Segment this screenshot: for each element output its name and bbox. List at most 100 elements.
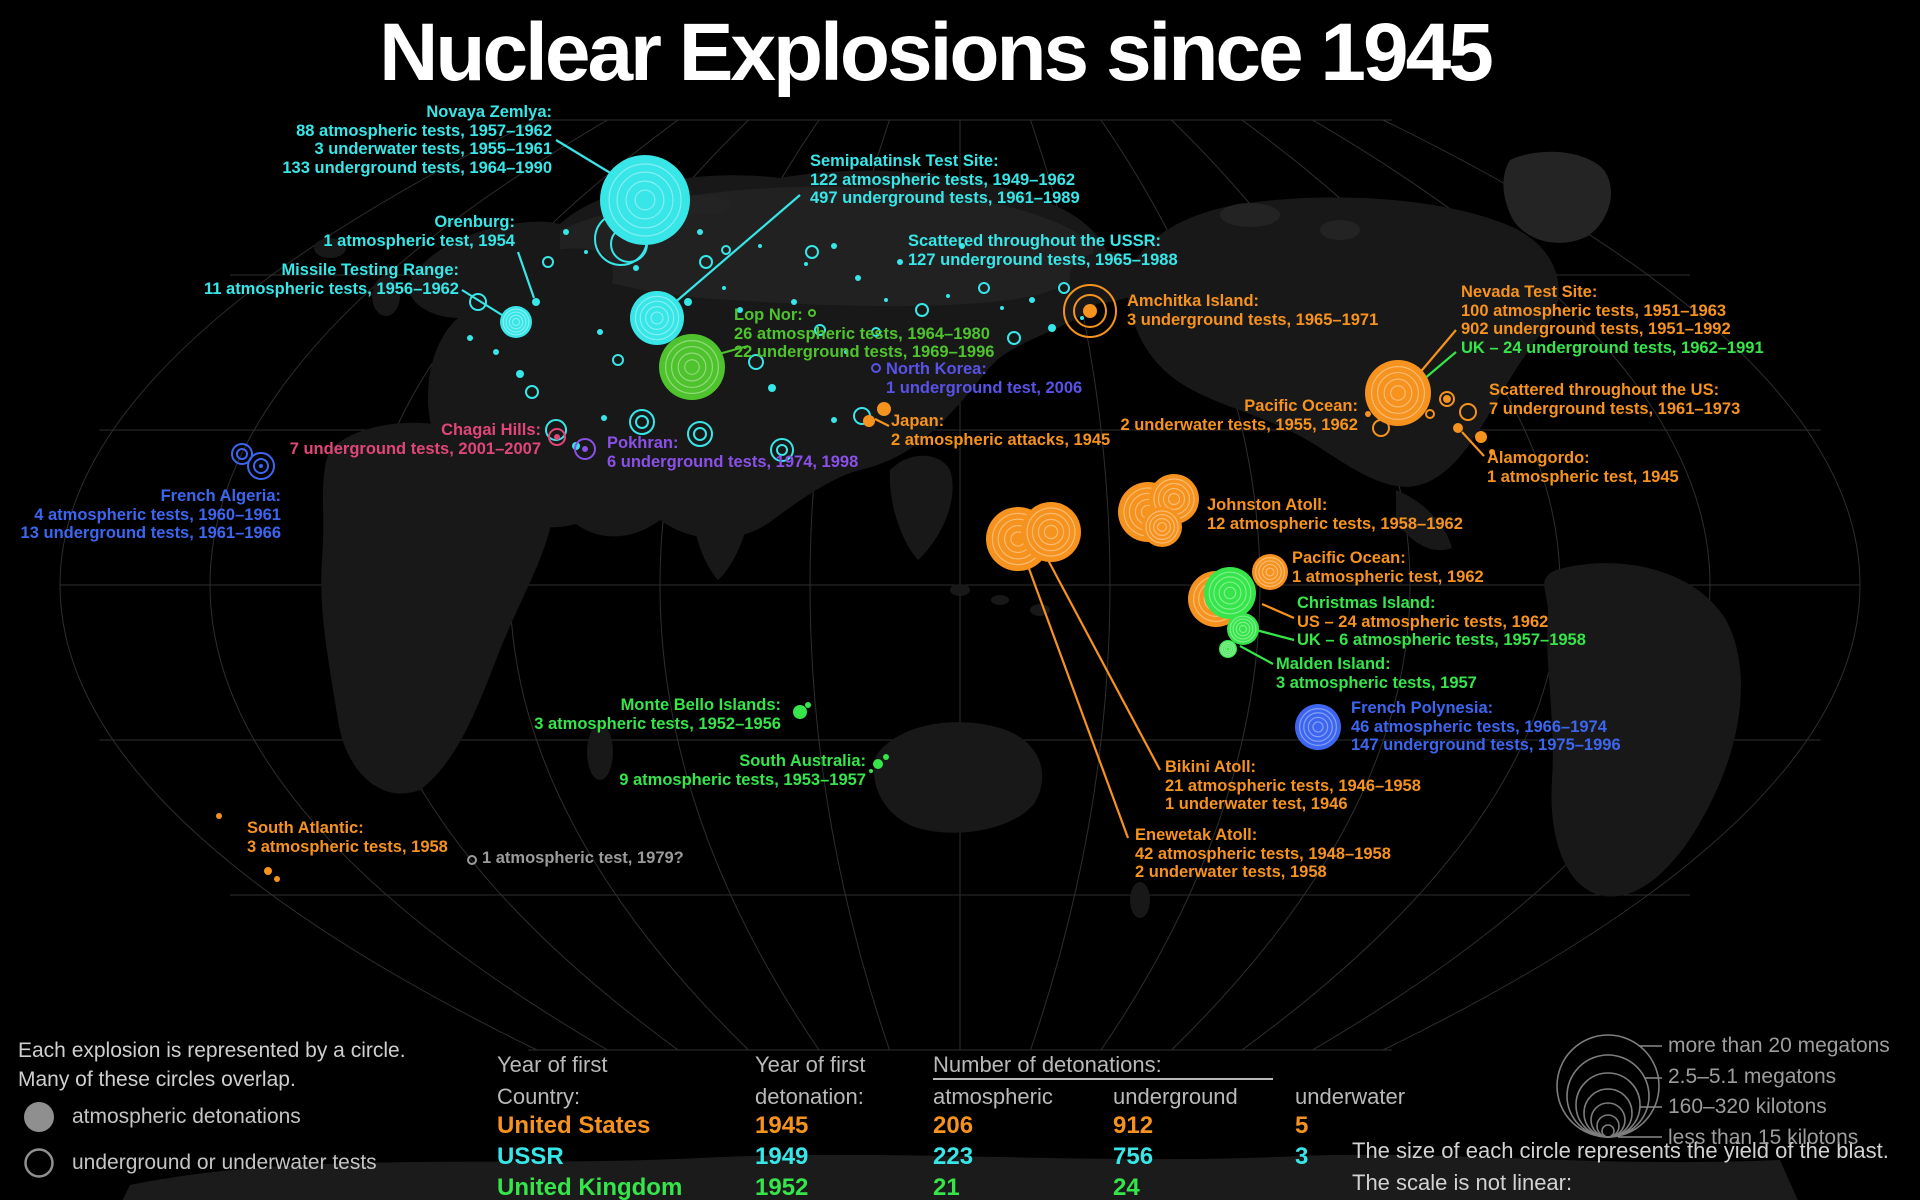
annotation-line: Enewetak Atoll: xyxy=(1135,826,1258,844)
site-circle-nevada-test-site-ring xyxy=(1370,366,1425,421)
site-circle-south-australia xyxy=(873,759,883,769)
legend-atmospheric-label: atmospheric detonations xyxy=(72,1105,301,1128)
table-row-country: United States xyxy=(497,1112,651,1139)
legend-underground: underground or underwater tests xyxy=(22,1146,377,1180)
annotation-line: 3 underwater tests, 1955–1961 xyxy=(314,140,552,158)
site-circle-christmas-island xyxy=(1204,567,1256,619)
scatter-test-ussr xyxy=(635,415,649,429)
annotation-line: 9 atmospheric tests, 1953–1957 xyxy=(619,770,866,789)
scatter-test-ussr xyxy=(959,243,965,249)
annotation-line: 902 underground tests, 1951–1992 xyxy=(1461,320,1731,338)
annotation-scattered-us: Scattered throughout the US: 7 undergroun… xyxy=(1489,381,1740,418)
scatter-test-ussr xyxy=(469,293,487,311)
scatter-test-ussr xyxy=(633,265,639,271)
scatter-test-ussr xyxy=(722,286,726,290)
annotation-south-australia: South Australia: 9 atmospheric tests, 195… xyxy=(619,752,866,789)
site-circle-amchitka-island xyxy=(1063,284,1117,338)
site-circle-french-algeria xyxy=(231,443,253,465)
scatter-test-ussr xyxy=(844,350,848,354)
annotation-scattered-ussr: Scattered throughout the USSR: 127 underg… xyxy=(908,232,1178,269)
scatter-test-ussr xyxy=(768,384,776,392)
annotation-line: Novaya Zemlya: xyxy=(426,103,552,121)
table-row-value: 1960 xyxy=(755,1196,808,1200)
table-row-value: 5 xyxy=(1295,1112,1309,1139)
leader-christmas-island xyxy=(1261,602,1295,620)
site-circle-pokhran xyxy=(582,446,588,452)
scatter-test-ussr xyxy=(584,250,588,254)
site-circle-lop-nor xyxy=(808,309,816,317)
site-circle-japan xyxy=(863,415,875,427)
site-circle-lop-nor-ring xyxy=(677,352,707,382)
scatter-test-ussr xyxy=(758,244,762,248)
site-circle-christmas-island-ring xyxy=(1232,618,1254,640)
annotation-pokhran: Pokhran: 6 underground tests, 1974, 1998 xyxy=(607,434,858,471)
annotation-enewetak-atoll: Enewetak Atoll: 42 atmospheric tests, 194… xyxy=(1135,826,1391,882)
annotation-line: UK – 24 underground tests, 1962–1991 xyxy=(1461,338,1764,357)
annotation-line: 13 underground tests, 1961–1966 xyxy=(20,524,281,542)
annotation-monte-bello: Monte Bello Islands: 3 atmospheric tests,… xyxy=(534,696,781,733)
site-circle-missile-testing-range-ring xyxy=(502,308,530,336)
landmass-central-america xyxy=(1396,490,1452,551)
scatter-test-ussr xyxy=(687,421,713,447)
leader-semipalatinsk xyxy=(671,194,801,306)
yield-note-2: The scale is not linear: xyxy=(1352,1170,1573,1195)
scatter-test-ussr xyxy=(831,417,837,423)
site-circle-nevada-test-site-ring xyxy=(1376,371,1420,415)
scatter-test-ussr xyxy=(699,255,713,269)
scatter-test-ussr xyxy=(545,419,567,441)
landmass-africa xyxy=(321,422,554,794)
site-circle-christmas-island-ring xyxy=(1235,621,1251,637)
site-circle-novaya-zemlya-ring xyxy=(608,163,682,237)
yield-label: less than 15 kilotons xyxy=(1668,1125,1859,1149)
site-circle-unknown-1979 xyxy=(467,855,477,865)
annotation-novaya-zemlya: Novaya Zemlya: 88 atmospheric tests, 1957… xyxy=(282,103,552,177)
annotation-north-korea: North Korea: 1 underground test, 2006 xyxy=(886,360,1082,397)
annotation-semipalatinsk: Semipalatinsk Test Site: 122 atmospheric … xyxy=(810,152,1080,208)
annotation-french-polynesia: French Polynesia: 46 atmospheric tests, 1… xyxy=(1351,699,1621,755)
header-year-line2: detonation: xyxy=(755,1084,864,1109)
site-circle-south-atlantic xyxy=(216,813,222,819)
table-row-country: United Kingdom xyxy=(497,1174,683,1200)
leader-orenburg xyxy=(516,251,536,299)
scatter-test-ussr xyxy=(597,329,603,335)
site-circle-french-algeria xyxy=(236,448,248,460)
annotation-line: Nevada Test Site: xyxy=(1461,283,1598,301)
header-year-line1: Year of first xyxy=(497,1052,608,1077)
table-row-value: 1949 xyxy=(755,1143,809,1170)
scatter-test-us xyxy=(1425,409,1435,419)
leader-bikini-atoll xyxy=(1047,559,1161,771)
annotation-line: 2 underwater tests, 1955, 1962 xyxy=(1120,415,1358,434)
landmass-greenland xyxy=(1503,151,1611,243)
site-circle-christmas-island-ring xyxy=(1221,642,1235,656)
scatter-test-ussr xyxy=(804,262,808,266)
annotation-line: Pokhran: xyxy=(607,434,679,452)
site-circle-monte-bello xyxy=(805,702,811,708)
landmass-india xyxy=(689,457,752,580)
annotation-line: 7 underground tests, 1961–1973 xyxy=(1489,399,1741,418)
annotation-line: Pacific Ocean: xyxy=(1244,397,1358,415)
site-circle-missile-testing-range xyxy=(500,306,532,338)
page-title: Nuclear Explosions since 1945 xyxy=(379,7,1494,98)
header-country: Country: xyxy=(497,1084,581,1109)
table-row-value: 206 xyxy=(933,1112,974,1139)
landmass-japan xyxy=(869,385,901,456)
site-circle-semipalatinsk-ring xyxy=(639,300,675,336)
scatter-test-ussr xyxy=(721,245,731,255)
annotation-line: Scattered throughout the USSR: xyxy=(908,232,1162,250)
annotation-line: 6 underground tests, 1974, 1998 xyxy=(607,452,859,471)
annotation-line: 4 atmospheric tests, 1960–1961 xyxy=(34,505,281,524)
site-circle-semipalatinsk-ring xyxy=(645,306,669,330)
annotation-johnston-atoll: Johnston Atoll: 12 atmospheric tests, 195… xyxy=(1207,496,1463,533)
site-circle-johnston-atoll-ring xyxy=(1145,510,1179,544)
site-circle-johnston-atoll-ring xyxy=(1152,517,1171,536)
site-circle-christmas-island-ring xyxy=(1238,624,1248,634)
site-circle-chagai-hills xyxy=(548,428,566,446)
site-circle-french-polynesia-ring xyxy=(1303,712,1333,742)
landmass-arctic-3 xyxy=(1220,203,1280,227)
site-circle-johnston-atoll-ring xyxy=(1156,521,1167,532)
site-circle-nevada-test-site-ring xyxy=(1383,378,1413,408)
site-circle-french-algeria xyxy=(247,452,275,480)
site-circle-christmas-island-ring xyxy=(1208,571,1252,615)
